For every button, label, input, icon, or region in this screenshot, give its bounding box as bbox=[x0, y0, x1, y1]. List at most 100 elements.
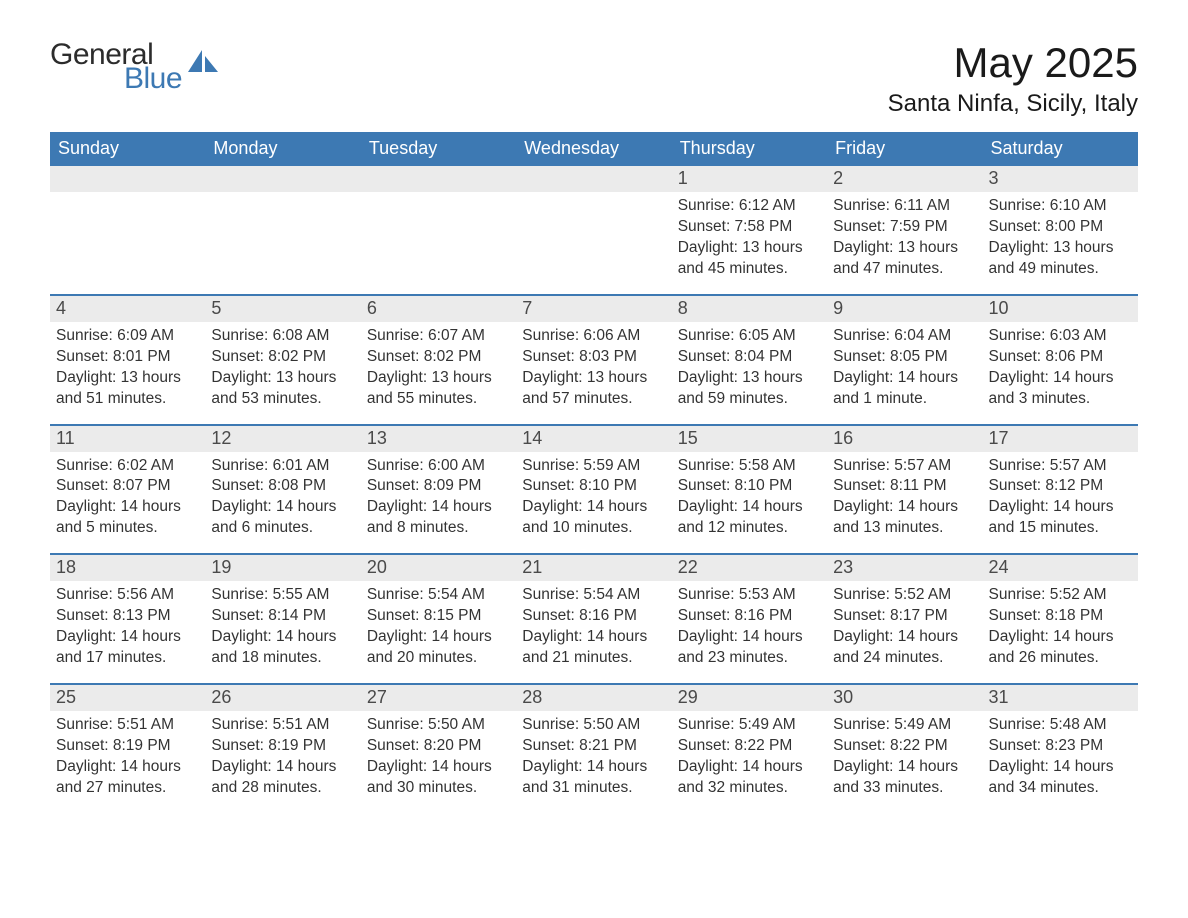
daylight-line: Daylight: 13 hours and 45 minutes. bbox=[678, 238, 821, 280]
calendar-day: 26Sunrise: 5:51 AMSunset: 8:19 PMDayligh… bbox=[205, 685, 360, 805]
day-body: Sunrise: 5:51 AMSunset: 8:19 PMDaylight:… bbox=[50, 711, 205, 805]
daylight-line: Daylight: 13 hours and 51 minutes. bbox=[56, 368, 199, 410]
sunrise-line: Sunrise: 6:04 AM bbox=[833, 326, 976, 347]
calendar-day: 7Sunrise: 6:06 AMSunset: 8:03 PMDaylight… bbox=[516, 296, 671, 416]
day-body: Sunrise: 6:09 AMSunset: 8:01 PMDaylight:… bbox=[50, 322, 205, 416]
sunrise-line: Sunrise: 5:49 AM bbox=[833, 715, 976, 736]
sunset-line: Sunset: 8:02 PM bbox=[211, 347, 354, 368]
day-body: Sunrise: 5:49 AMSunset: 8:22 PMDaylight:… bbox=[827, 711, 982, 805]
sunrise-line: Sunrise: 5:54 AM bbox=[522, 585, 665, 606]
page-title: May 2025 bbox=[888, 40, 1138, 86]
logo-line2: Blue bbox=[124, 64, 182, 94]
sunrise-line: Sunrise: 5:50 AM bbox=[522, 715, 665, 736]
calendar-day: 21Sunrise: 5:54 AMSunset: 8:16 PMDayligh… bbox=[516, 555, 671, 675]
calendar-day: 14Sunrise: 5:59 AMSunset: 8:10 PMDayligh… bbox=[516, 426, 671, 546]
daylight-line: Daylight: 14 hours and 10 minutes. bbox=[522, 497, 665, 539]
day-number: 17 bbox=[983, 426, 1138, 452]
day-body: Sunrise: 5:53 AMSunset: 8:16 PMDaylight:… bbox=[672, 581, 827, 675]
day-of-week-header: SundayMondayTuesdayWednesdayThursdayFrid… bbox=[50, 132, 1138, 166]
calendar-day: 2Sunrise: 6:11 AMSunset: 7:59 PMDaylight… bbox=[827, 166, 982, 286]
logo-text: General Blue bbox=[50, 40, 182, 94]
calendar-day: 11Sunrise: 6:02 AMSunset: 8:07 PMDayligh… bbox=[50, 426, 205, 546]
calendar-day: 5Sunrise: 6:08 AMSunset: 8:02 PMDaylight… bbox=[205, 296, 360, 416]
daylight-line: Daylight: 14 hours and 6 minutes. bbox=[211, 497, 354, 539]
sunrise-line: Sunrise: 6:03 AM bbox=[989, 326, 1132, 347]
sunset-line: Sunset: 8:22 PM bbox=[678, 736, 821, 757]
day-body: Sunrise: 5:52 AMSunset: 8:18 PMDaylight:… bbox=[983, 581, 1138, 675]
page-header: General Blue May 2025 Santa Ninfa, Sicil… bbox=[50, 40, 1138, 118]
daylight-line: Daylight: 13 hours and 55 minutes. bbox=[367, 368, 510, 410]
sunset-line: Sunset: 8:20 PM bbox=[367, 736, 510, 757]
day-number: 8 bbox=[672, 296, 827, 322]
sunset-line: Sunset: 8:16 PM bbox=[522, 606, 665, 627]
calendar-day bbox=[516, 166, 671, 286]
daylight-line: Daylight: 14 hours and 18 minutes. bbox=[211, 627, 354, 669]
calendar-day bbox=[50, 166, 205, 286]
sunset-line: Sunset: 8:21 PM bbox=[522, 736, 665, 757]
day-number: 21 bbox=[516, 555, 671, 581]
sunset-line: Sunset: 8:03 PM bbox=[522, 347, 665, 368]
daylight-line: Daylight: 14 hours and 26 minutes. bbox=[989, 627, 1132, 669]
calendar-day: 12Sunrise: 6:01 AMSunset: 8:08 PMDayligh… bbox=[205, 426, 360, 546]
day-number: 23 bbox=[827, 555, 982, 581]
day-body: Sunrise: 6:12 AMSunset: 7:58 PMDaylight:… bbox=[672, 192, 827, 286]
daylight-line: Daylight: 14 hours and 33 minutes. bbox=[833, 757, 976, 799]
calendar-day: 1Sunrise: 6:12 AMSunset: 7:58 PMDaylight… bbox=[672, 166, 827, 286]
day-number: 5 bbox=[205, 296, 360, 322]
day-body: Sunrise: 6:06 AMSunset: 8:03 PMDaylight:… bbox=[516, 322, 671, 416]
day-body: Sunrise: 5:50 AMSunset: 8:20 PMDaylight:… bbox=[361, 711, 516, 805]
day-number: 14 bbox=[516, 426, 671, 452]
daylight-line: Daylight: 14 hours and 31 minutes. bbox=[522, 757, 665, 799]
day-body: Sunrise: 6:08 AMSunset: 8:02 PMDaylight:… bbox=[205, 322, 360, 416]
calendar-day: 16Sunrise: 5:57 AMSunset: 8:11 PMDayligh… bbox=[827, 426, 982, 546]
daylight-line: Daylight: 14 hours and 23 minutes. bbox=[678, 627, 821, 669]
sunset-line: Sunset: 8:08 PM bbox=[211, 476, 354, 497]
sunset-line: Sunset: 8:16 PM bbox=[678, 606, 821, 627]
dow-cell: Monday bbox=[205, 132, 360, 166]
calendar-day: 10Sunrise: 6:03 AMSunset: 8:06 PMDayligh… bbox=[983, 296, 1138, 416]
logo: General Blue bbox=[50, 40, 220, 94]
calendar-week: 1Sunrise: 6:12 AMSunset: 7:58 PMDaylight… bbox=[50, 166, 1138, 286]
sunset-line: Sunset: 8:02 PM bbox=[367, 347, 510, 368]
calendar-day: 28Sunrise: 5:50 AMSunset: 8:21 PMDayligh… bbox=[516, 685, 671, 805]
day-number: 7 bbox=[516, 296, 671, 322]
day-body: Sunrise: 6:03 AMSunset: 8:06 PMDaylight:… bbox=[983, 322, 1138, 416]
sunset-line: Sunset: 8:09 PM bbox=[367, 476, 510, 497]
sunrise-line: Sunrise: 5:49 AM bbox=[678, 715, 821, 736]
day-body: Sunrise: 5:58 AMSunset: 8:10 PMDaylight:… bbox=[672, 452, 827, 546]
day-number: 3 bbox=[983, 166, 1138, 192]
title-block: May 2025 Santa Ninfa, Sicily, Italy bbox=[888, 40, 1138, 118]
calendar-day: 4Sunrise: 6:09 AMSunset: 8:01 PMDaylight… bbox=[50, 296, 205, 416]
sunset-line: Sunset: 7:59 PM bbox=[833, 217, 976, 238]
sunset-line: Sunset: 8:01 PM bbox=[56, 347, 199, 368]
day-number: 25 bbox=[50, 685, 205, 711]
daylight-line: Daylight: 13 hours and 57 minutes. bbox=[522, 368, 665, 410]
day-number: 27 bbox=[361, 685, 516, 711]
day-body: Sunrise: 5:55 AMSunset: 8:14 PMDaylight:… bbox=[205, 581, 360, 675]
sunrise-line: Sunrise: 5:55 AM bbox=[211, 585, 354, 606]
day-number: 2 bbox=[827, 166, 982, 192]
sunrise-line: Sunrise: 5:51 AM bbox=[211, 715, 354, 736]
day-body: Sunrise: 5:54 AMSunset: 8:16 PMDaylight:… bbox=[516, 581, 671, 675]
day-body: Sunrise: 6:02 AMSunset: 8:07 PMDaylight:… bbox=[50, 452, 205, 546]
day-body: Sunrise: 6:04 AMSunset: 8:05 PMDaylight:… bbox=[827, 322, 982, 416]
dow-cell: Sunday bbox=[50, 132, 205, 166]
day-number bbox=[516, 166, 671, 192]
sunrise-line: Sunrise: 5:52 AM bbox=[833, 585, 976, 606]
dow-cell: Wednesday bbox=[516, 132, 671, 166]
sunset-line: Sunset: 8:12 PM bbox=[989, 476, 1132, 497]
sunrise-line: Sunrise: 6:09 AM bbox=[56, 326, 199, 347]
calendar-day: 9Sunrise: 6:04 AMSunset: 8:05 PMDaylight… bbox=[827, 296, 982, 416]
calendar-day: 23Sunrise: 5:52 AMSunset: 8:17 PMDayligh… bbox=[827, 555, 982, 675]
daylight-line: Daylight: 13 hours and 47 minutes. bbox=[833, 238, 976, 280]
calendar-day: 8Sunrise: 6:05 AMSunset: 8:04 PMDaylight… bbox=[672, 296, 827, 416]
day-body: Sunrise: 5:50 AMSunset: 8:21 PMDaylight:… bbox=[516, 711, 671, 805]
daylight-line: Daylight: 14 hours and 21 minutes. bbox=[522, 627, 665, 669]
calendar-day: 6Sunrise: 6:07 AMSunset: 8:02 PMDaylight… bbox=[361, 296, 516, 416]
daylight-line: Daylight: 13 hours and 53 minutes. bbox=[211, 368, 354, 410]
day-body: Sunrise: 5:54 AMSunset: 8:15 PMDaylight:… bbox=[361, 581, 516, 675]
sunrise-line: Sunrise: 5:54 AM bbox=[367, 585, 510, 606]
sunrise-line: Sunrise: 6:07 AM bbox=[367, 326, 510, 347]
day-body bbox=[516, 192, 671, 272]
day-body: Sunrise: 5:59 AMSunset: 8:10 PMDaylight:… bbox=[516, 452, 671, 546]
